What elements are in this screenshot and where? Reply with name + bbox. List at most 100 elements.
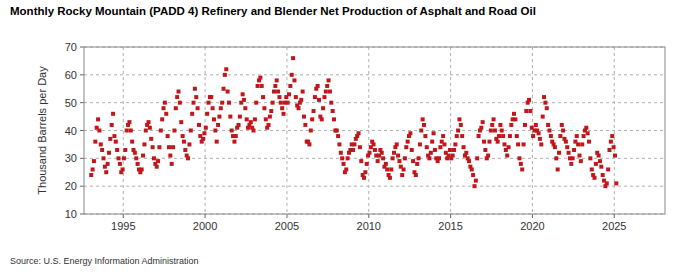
point <box>606 167 610 171</box>
point <box>524 109 528 113</box>
point <box>241 92 245 96</box>
tick <box>80 158 84 159</box>
point <box>287 92 291 96</box>
tick-label: 2005 <box>275 220 299 232</box>
point <box>112 134 116 138</box>
point <box>303 123 307 127</box>
point <box>554 156 558 160</box>
point <box>597 154 601 158</box>
point <box>336 134 340 138</box>
point <box>280 106 284 110</box>
point <box>234 134 238 138</box>
point <box>93 140 97 144</box>
point <box>140 167 144 171</box>
point <box>479 126 483 130</box>
point <box>276 90 280 94</box>
point <box>483 148 487 152</box>
point <box>470 167 474 171</box>
point <box>205 112 209 116</box>
point <box>92 159 96 163</box>
point <box>523 123 527 127</box>
point <box>493 129 497 133</box>
point <box>316 84 320 88</box>
point <box>474 179 478 183</box>
tick-label: 40 <box>65 125 77 137</box>
point <box>376 159 380 163</box>
point <box>537 131 541 135</box>
point <box>228 115 232 119</box>
grid-line <box>205 47 206 214</box>
point <box>170 162 174 166</box>
point <box>601 173 605 177</box>
point <box>388 176 392 180</box>
point <box>549 134 553 138</box>
point <box>453 142 457 146</box>
point <box>545 106 549 110</box>
point <box>182 140 186 144</box>
point <box>307 142 311 146</box>
point <box>282 112 286 116</box>
point <box>202 131 206 135</box>
point <box>286 101 290 105</box>
tick <box>123 214 124 218</box>
point <box>381 156 385 160</box>
point <box>201 137 205 141</box>
point <box>421 117 425 121</box>
point <box>269 109 273 113</box>
point <box>580 142 584 146</box>
point <box>433 148 437 152</box>
point <box>411 159 415 163</box>
point <box>107 151 111 155</box>
grid-line <box>286 47 287 214</box>
point <box>543 101 547 105</box>
point <box>193 87 197 91</box>
tick <box>450 214 451 218</box>
point <box>432 131 436 135</box>
point <box>204 126 208 130</box>
point <box>327 78 331 82</box>
point <box>357 131 361 135</box>
point <box>502 142 506 146</box>
point <box>507 145 511 149</box>
point <box>614 181 618 185</box>
point <box>275 78 279 82</box>
point <box>441 134 445 138</box>
point <box>538 137 542 141</box>
point <box>460 134 464 138</box>
axis-label: Thousand Barrels per Day <box>36 66 48 195</box>
point <box>456 129 460 133</box>
point <box>211 106 215 110</box>
point <box>262 106 266 110</box>
point <box>320 117 324 121</box>
point <box>425 145 429 149</box>
point <box>100 148 104 152</box>
point <box>222 87 226 91</box>
point <box>472 184 476 188</box>
point <box>260 84 264 88</box>
point <box>564 140 568 144</box>
tick <box>532 214 533 218</box>
plot-frame <box>84 47 665 214</box>
point <box>310 117 314 121</box>
tick-label: 2015 <box>438 220 462 232</box>
point <box>486 154 490 158</box>
point <box>322 95 326 99</box>
point <box>352 142 356 146</box>
point <box>417 156 421 160</box>
point <box>186 156 190 160</box>
point <box>500 129 504 133</box>
point <box>437 156 441 160</box>
point <box>268 115 272 119</box>
point <box>497 134 501 138</box>
point <box>337 142 341 146</box>
point <box>328 90 332 94</box>
point <box>136 162 140 166</box>
point <box>455 134 459 138</box>
point <box>492 117 496 121</box>
point <box>389 167 393 171</box>
point <box>515 134 519 138</box>
point <box>121 167 125 171</box>
point <box>358 145 362 149</box>
point <box>216 123 220 127</box>
point <box>438 145 442 149</box>
